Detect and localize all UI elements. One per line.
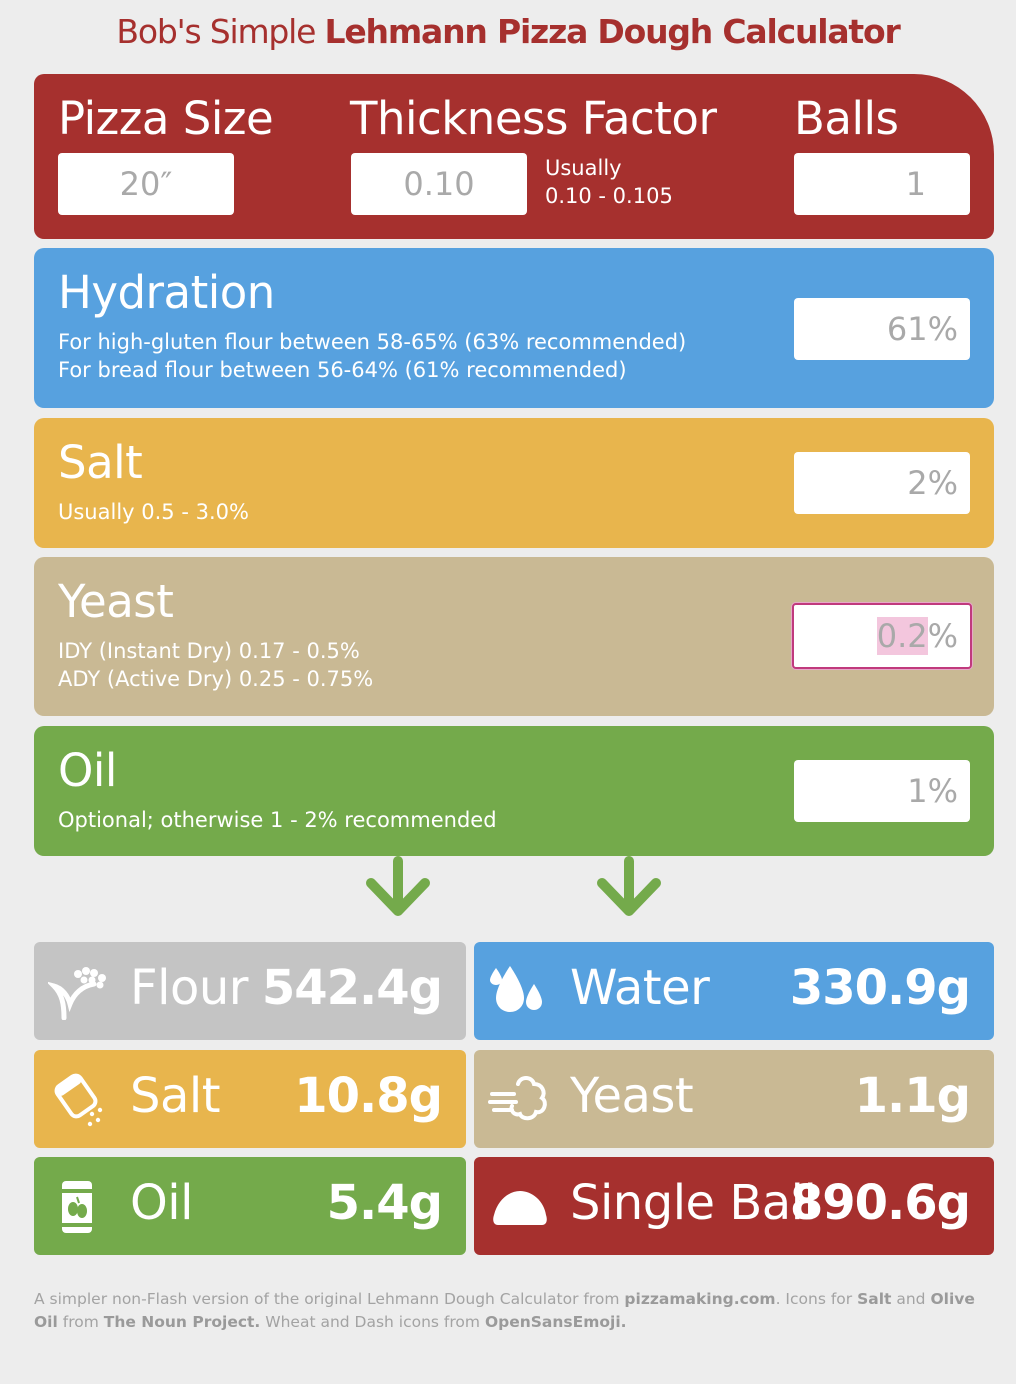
footer-text: . Icons for bbox=[775, 1290, 858, 1308]
water-result: Water 330.9g bbox=[474, 942, 994, 1040]
hydration-suffix: % bbox=[927, 310, 958, 348]
footer-credits: A simpler non-Flash version of the origi… bbox=[34, 1288, 994, 1334]
oil-result-label: Oil bbox=[130, 1175, 193, 1231]
pizza-size-input[interactable]: 20″ bbox=[58, 153, 234, 215]
thickness-factor-label: Thickness Factor bbox=[350, 92, 717, 145]
page-title-light: Bob's Simple bbox=[116, 12, 325, 51]
thickness-factor-value: 0.10 bbox=[403, 165, 475, 203]
wheat-icon bbox=[48, 967, 106, 1020]
oil-panel: Oil Optional; otherwise 1 - 2% recommend… bbox=[34, 726, 994, 856]
oil-desc-line-1: Optional; otherwise 1 - 2% recommended bbox=[58, 808, 497, 832]
water-drops-icon bbox=[490, 966, 542, 1012]
hydration-panel: Hydration For high-gluten flour between … bbox=[34, 248, 994, 408]
hydration-description: For high-gluten flour between 58-65% (63… bbox=[58, 328, 686, 384]
hydration-desc-line-1: For high-gluten flour between 58-65% (63… bbox=[58, 330, 687, 354]
salt-label: Salt bbox=[58, 436, 143, 489]
thickness-hint-line-1: Usually bbox=[545, 156, 622, 180]
arrow-down-icon bbox=[597, 856, 661, 916]
salt-shaker-icon bbox=[54, 1073, 103, 1127]
footer-link-opensansemoji[interactable]: OpenSansEmoji. bbox=[484, 1313, 627, 1331]
footer-text: Wheat and Dash icons from bbox=[260, 1313, 485, 1331]
oil-label: Oil bbox=[58, 744, 117, 797]
arrow-down-icon bbox=[366, 856, 430, 916]
footer-link-olive-oil[interactable]: Olive Oil bbox=[34, 1290, 975, 1331]
salt-value: 2 bbox=[907, 464, 928, 502]
footer-link-pizzamaking[interactable]: pizzamaking.com bbox=[624, 1290, 776, 1308]
yeast-description: IDY (Instant Dry) 0.17 - 0.5% ADY (Activ… bbox=[58, 637, 373, 693]
yeast-label: Yeast bbox=[58, 575, 174, 628]
olive-oil-icon bbox=[62, 1181, 92, 1233]
thickness-hint: Usually 0.10 - 0.105 bbox=[545, 154, 673, 210]
single-ball-label: Single Ball bbox=[570, 1175, 817, 1231]
salt-result-value: 10.8g bbox=[294, 1068, 443, 1124]
hydration-input[interactable]: 61% bbox=[794, 298, 970, 360]
salt-desc-line-1: Usually 0.5 - 3.0% bbox=[58, 500, 249, 524]
pizza-settings-panel: Pizza Size 20″ Thickness Factor 0.10 Usu… bbox=[34, 74, 994, 239]
dough-ball-icon bbox=[493, 1191, 547, 1225]
oil-suffix: % bbox=[927, 772, 958, 810]
water-label: Water bbox=[570, 960, 710, 1016]
footer-link-noun-project[interactable]: The Noun Project. bbox=[103, 1313, 261, 1331]
single-ball-result: Single Ball 890.6g bbox=[474, 1157, 994, 1255]
salt-panel: Salt Usually 0.5 - 3.0% 2% bbox=[34, 418, 994, 548]
balls-label: Balls bbox=[794, 92, 899, 145]
balls-input[interactable]: 1 bbox=[794, 153, 970, 215]
flour-result: Flour 542.4g bbox=[34, 942, 466, 1040]
yeast-desc-line-2: ADY (Active Dry) 0.25 - 0.75% bbox=[58, 667, 374, 691]
oil-input[interactable]: 1% bbox=[794, 760, 970, 822]
hydration-desc-line-2: For bread flour between 56-64% (61% reco… bbox=[58, 358, 627, 382]
balls-value: 1 bbox=[905, 165, 926, 203]
flour-label: Flour bbox=[130, 960, 248, 1016]
footer-text: from bbox=[57, 1313, 104, 1331]
yeast-result: Yeast 1.1g bbox=[474, 1050, 994, 1148]
footer-text: and bbox=[891, 1290, 931, 1308]
page-title-bold: Lehmann Pizza Dough Calculator bbox=[324, 12, 901, 51]
oil-result: Oil 5.4g bbox=[34, 1157, 466, 1255]
footer-link-salt[interactable]: Salt bbox=[857, 1290, 892, 1308]
hydration-label: Hydration bbox=[58, 266, 275, 319]
thickness-hint-line-2: 0.10 - 0.105 bbox=[545, 184, 673, 208]
salt-description: Usually 0.5 - 3.0% bbox=[58, 498, 249, 526]
yeast-input[interactable]: 0.2% bbox=[792, 603, 972, 669]
single-ball-value: 890.6g bbox=[789, 1175, 971, 1231]
hydration-value: 61 bbox=[886, 310, 928, 348]
oil-result-value: 5.4g bbox=[326, 1175, 443, 1231]
salt-input[interactable]: 2% bbox=[794, 452, 970, 514]
water-value: 330.9g bbox=[789, 960, 971, 1016]
oil-value: 1 bbox=[907, 772, 928, 810]
yeast-suffix: % bbox=[927, 617, 958, 655]
yeast-desc-line-1: IDY (Instant Dry) 0.17 - 0.5% bbox=[58, 639, 360, 663]
footer-text: A simpler non-Flash version of the origi… bbox=[34, 1290, 625, 1308]
thickness-factor-input[interactable]: 0.10 bbox=[351, 153, 527, 215]
salt-result: Salt 10.8g bbox=[34, 1050, 466, 1148]
dash-cloud-icon bbox=[488, 1076, 547, 1121]
yeast-panel: Yeast IDY (Instant Dry) 0.17 - 0.5% ADY … bbox=[34, 557, 994, 716]
oil-description: Optional; otherwise 1 - 2% recommended bbox=[58, 806, 497, 834]
page-title: Bob's Simple Lehmann Pizza Dough Calcula… bbox=[0, 12, 1016, 51]
yeast-result-label: Yeast bbox=[570, 1068, 694, 1124]
flour-value: 542.4g bbox=[261, 960, 443, 1016]
yeast-result-value: 1.1g bbox=[854, 1068, 971, 1124]
salt-suffix: % bbox=[927, 464, 958, 502]
pizza-size-value: 20″ bbox=[119, 165, 173, 203]
yeast-value: 0.2 bbox=[876, 617, 928, 655]
pizza-size-label: Pizza Size bbox=[58, 92, 274, 145]
salt-result-label: Salt bbox=[130, 1068, 221, 1124]
